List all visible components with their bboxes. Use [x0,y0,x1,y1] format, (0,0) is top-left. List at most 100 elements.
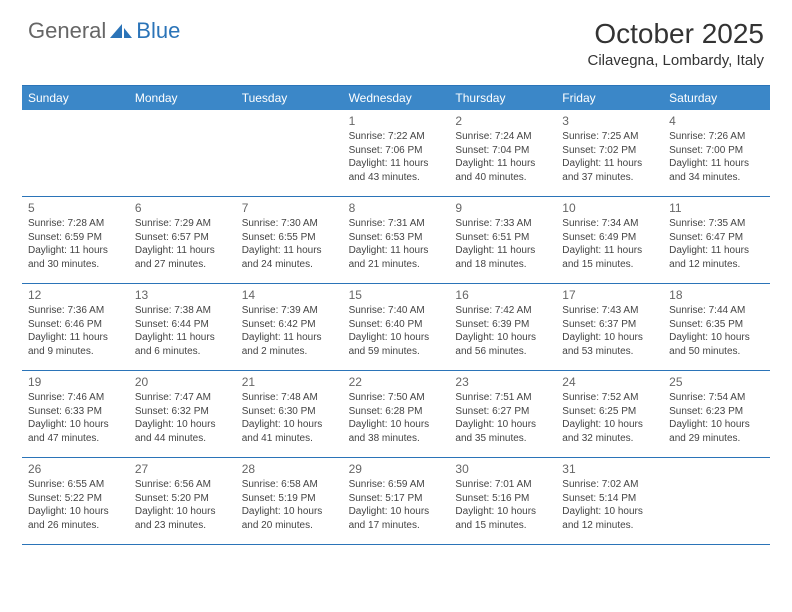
day-sunrise: Sunrise: 7:01 AM [455,478,550,492]
day-sunset: Sunset: 7:00 PM [669,144,764,158]
day-daylight2: and 12 minutes. [669,258,764,272]
day-sunset: Sunset: 5:14 PM [562,492,657,506]
day-cell: 20Sunrise: 7:47 AMSunset: 6:32 PMDayligh… [129,371,236,457]
day-number: 18 [669,287,764,303]
day-cell: 11Sunrise: 7:35 AMSunset: 6:47 PMDayligh… [663,197,770,283]
day-number: 13 [135,287,230,303]
day-sunset: Sunset: 6:51 PM [455,231,550,245]
day-daylight2: and 32 minutes. [562,432,657,446]
day-daylight2: and 24 minutes. [242,258,337,272]
day-number: 8 [349,200,444,216]
header-right: October 2025 Cilavegna, Lombardy, Italy [588,18,764,69]
day-sunrise: Sunrise: 6:55 AM [28,478,123,492]
day-sunset: Sunset: 5:16 PM [455,492,550,506]
day-sunrise: Sunrise: 7:34 AM [562,217,657,231]
day-daylight1: Daylight: 11 hours [455,157,550,171]
day-cell: 21Sunrise: 7:48 AMSunset: 6:30 PMDayligh… [236,371,343,457]
day-sunrise: Sunrise: 7:51 AM [455,391,550,405]
day-sunrise: Sunrise: 7:40 AM [349,304,444,318]
day-sunrise: Sunrise: 7:46 AM [28,391,123,405]
day-sunset: Sunset: 6:44 PM [135,318,230,332]
day-sunset: Sunset: 6:30 PM [242,405,337,419]
day-sunrise: Sunrise: 7:24 AM [455,130,550,144]
week-row: 5Sunrise: 7:28 AMSunset: 6:59 PMDaylight… [22,196,770,283]
day-sunset: Sunset: 6:49 PM [562,231,657,245]
day-sunset: Sunset: 6:59 PM [28,231,123,245]
day-daylight1: Daylight: 11 hours [28,331,123,345]
day-sunset: Sunset: 6:33 PM [28,405,123,419]
day-number: 6 [135,200,230,216]
day-sunrise: Sunrise: 7:36 AM [28,304,123,318]
day-daylight1: Daylight: 10 hours [242,505,337,519]
day-cell: 23Sunrise: 7:51 AMSunset: 6:27 PMDayligh… [449,371,556,457]
logo-text-blue: Blue [136,18,180,44]
day-number: 1 [349,113,444,129]
day-cell: 28Sunrise: 6:58 AMSunset: 5:19 PMDayligh… [236,458,343,544]
day-sunrise: Sunrise: 7:35 AM [669,217,764,231]
day-sunset: Sunset: 5:19 PM [242,492,337,506]
day-cell: 27Sunrise: 6:56 AMSunset: 5:20 PMDayligh… [129,458,236,544]
day-sunrise: Sunrise: 7:26 AM [669,130,764,144]
day-daylight2: and 17 minutes. [349,519,444,533]
day-sunrise: Sunrise: 7:47 AM [135,391,230,405]
day-cell: 6Sunrise: 7:29 AMSunset: 6:57 PMDaylight… [129,197,236,283]
day-number: 20 [135,374,230,390]
day-cell [236,110,343,196]
day-number: 11 [669,200,764,216]
day-daylight1: Daylight: 10 hours [562,331,657,345]
day-daylight1: Daylight: 11 hours [669,157,764,171]
day-cell: 26Sunrise: 6:55 AMSunset: 5:22 PMDayligh… [22,458,129,544]
days-of-week-row: Sunday Monday Tuesday Wednesday Thursday… [22,86,770,110]
day-daylight1: Daylight: 11 hours [562,157,657,171]
day-number: 23 [455,374,550,390]
day-number: 4 [669,113,764,129]
day-daylight1: Daylight: 11 hours [562,244,657,258]
day-cell: 7Sunrise: 7:30 AMSunset: 6:55 PMDaylight… [236,197,343,283]
day-sunrise: Sunrise: 6:56 AM [135,478,230,492]
day-sunrise: Sunrise: 7:22 AM [349,130,444,144]
day-daylight2: and 2 minutes. [242,345,337,359]
week-row: 26Sunrise: 6:55 AMSunset: 5:22 PMDayligh… [22,457,770,544]
day-sunset: Sunset: 7:02 PM [562,144,657,158]
day-sunrise: Sunrise: 7:25 AM [562,130,657,144]
day-daylight1: Daylight: 11 hours [349,244,444,258]
day-sunrise: Sunrise: 7:38 AM [135,304,230,318]
day-sunrise: Sunrise: 7:54 AM [669,391,764,405]
day-cell: 13Sunrise: 7:38 AMSunset: 6:44 PMDayligh… [129,284,236,370]
day-daylight1: Daylight: 10 hours [242,418,337,432]
day-sunset: Sunset: 6:40 PM [349,318,444,332]
day-number: 24 [562,374,657,390]
day-daylight2: and 41 minutes. [242,432,337,446]
day-daylight2: and 38 minutes. [349,432,444,446]
day-number: 31 [562,461,657,477]
day-sunrise: Sunrise: 7:31 AM [349,217,444,231]
day-cell: 9Sunrise: 7:33 AMSunset: 6:51 PMDaylight… [449,197,556,283]
day-sunset: Sunset: 6:39 PM [455,318,550,332]
day-daylight1: Daylight: 10 hours [28,418,123,432]
day-sunset: Sunset: 5:17 PM [349,492,444,506]
day-number: 21 [242,374,337,390]
day-daylight2: and 15 minutes. [455,519,550,533]
day-daylight1: Daylight: 10 hours [455,331,550,345]
day-sunset: Sunset: 7:06 PM [349,144,444,158]
dow-wednesday: Wednesday [343,86,450,110]
day-daylight2: and 18 minutes. [455,258,550,272]
day-sunset: Sunset: 5:20 PM [135,492,230,506]
day-sunset: Sunset: 6:25 PM [562,405,657,419]
day-cell [129,110,236,196]
day-number: 3 [562,113,657,129]
day-daylight1: Daylight: 10 hours [135,418,230,432]
day-number: 26 [28,461,123,477]
day-sunrise: Sunrise: 7:28 AM [28,217,123,231]
day-daylight2: and 50 minutes. [669,345,764,359]
day-number: 19 [28,374,123,390]
day-number: 29 [349,461,444,477]
day-daylight1: Daylight: 11 hours [28,244,123,258]
day-sunset: Sunset: 6:23 PM [669,405,764,419]
location: Cilavegna, Lombardy, Italy [588,52,764,69]
day-sunset: Sunset: 6:53 PM [349,231,444,245]
day-daylight2: and 43 minutes. [349,171,444,185]
day-daylight2: and 59 minutes. [349,345,444,359]
day-sunrise: Sunrise: 7:44 AM [669,304,764,318]
day-daylight1: Daylight: 11 hours [669,244,764,258]
